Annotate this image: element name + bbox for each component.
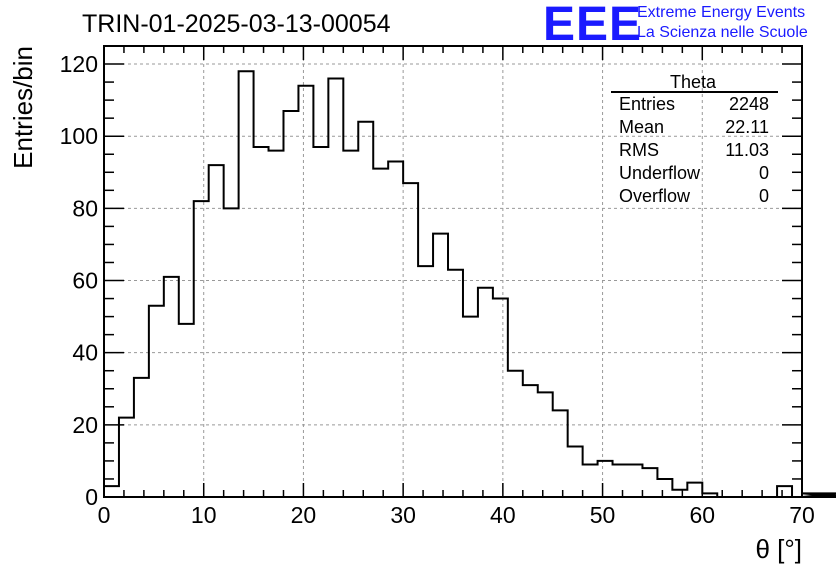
stats-row-label: Mean (619, 117, 664, 137)
y-tick-label: 80 (72, 195, 98, 221)
eee-logo: EEE (543, 0, 643, 51)
x-tick-label: 10 (191, 502, 217, 528)
y-tick-label: 20 (72, 412, 98, 438)
y-tick-label: 100 (60, 123, 98, 149)
chart-title: TRIN-01-2025-03-13-00054 (82, 10, 391, 38)
x-axis-label: θ [°] (755, 534, 802, 564)
stats-row-value: 11.03 (725, 140, 769, 160)
y-axis-label: Entries/bin (8, 46, 38, 169)
plot-frame (103, 45, 803, 498)
stats-box: Theta Entries 2248 Mean 22.11 RMS 11.03 Underf… (611, 72, 778, 206)
x-tick-label: 50 (590, 502, 616, 528)
stats-row-label: Underflow (619, 163, 701, 183)
logo-text-line1: Extreme Energy Events (637, 4, 806, 21)
y-tick-labels: 0 20 40 60 80 100 120 (60, 51, 98, 510)
x-tick-label: 40 (490, 502, 516, 528)
stats-row-value: 0 (759, 163, 769, 183)
y-tick-label: 0 (85, 484, 98, 510)
x-tick-label: 0 (98, 502, 111, 528)
stats-row-value: 2248 (729, 94, 769, 114)
stats-row-value: 0 (759, 186, 769, 206)
stats-row-label: RMS (619, 140, 659, 160)
y-tick-label: 40 (72, 340, 98, 366)
stats-title: Theta (670, 72, 717, 92)
axis-ticks (103, 45, 803, 498)
x-tick-label: 30 (390, 502, 416, 528)
x-tick-label: 70 (789, 502, 815, 528)
y-tick-label: 120 (60, 51, 98, 77)
logo-text-line2: La Scienza nelle Scuole (637, 24, 808, 41)
stats-row-value: 22.11 (725, 117, 769, 137)
x-tick-label: 20 (291, 502, 317, 528)
stats-row-label: Overflow (619, 186, 691, 206)
grid-lines (104, 46, 802, 497)
y-tick-label: 60 (72, 268, 98, 294)
stats-row-label: Entries (619, 94, 675, 114)
x-tick-labels: 0 10 20 30 40 50 60 70 (98, 502, 815, 528)
x-tick-label: 60 (689, 502, 715, 528)
